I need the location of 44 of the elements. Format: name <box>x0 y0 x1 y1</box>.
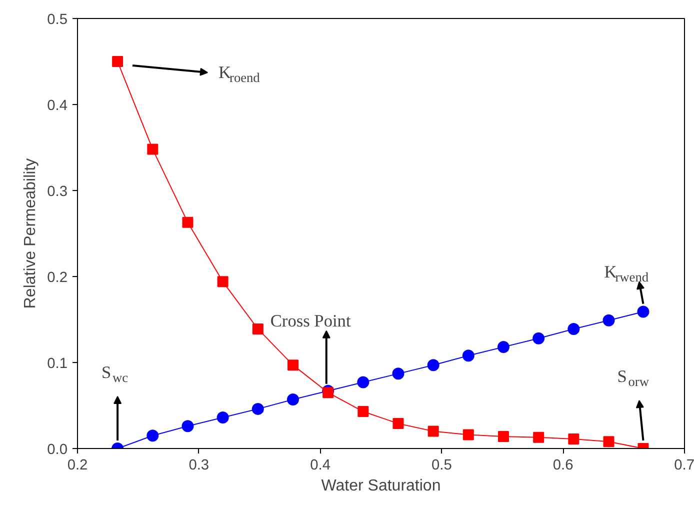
point <box>603 436 614 448</box>
point <box>146 430 159 442</box>
y-tick-label: 0.4 <box>47 98 68 114</box>
point <box>252 323 264 334</box>
point <box>217 276 228 288</box>
point <box>637 306 650 318</box>
point <box>147 144 158 155</box>
point <box>216 412 229 424</box>
point <box>532 332 545 344</box>
y-axis-title: Relative Permeability <box>22 158 40 309</box>
x-tick-label: 0.5 <box>432 458 452 474</box>
y-tick-label: 0.1 <box>47 356 68 372</box>
x-tick-label: 0.4 <box>310 458 330 474</box>
point <box>392 418 404 430</box>
point <box>428 426 439 437</box>
y-tick-label: 0.0 <box>47 442 68 458</box>
point <box>358 406 369 418</box>
point <box>286 393 299 406</box>
point <box>568 322 580 335</box>
point <box>462 429 474 440</box>
point <box>287 360 298 371</box>
point <box>392 368 404 380</box>
point <box>497 341 510 354</box>
point <box>462 350 474 362</box>
point <box>602 314 615 326</box>
x-tick-label: 0.6 <box>552 458 574 474</box>
x-tick-label: 0.7 <box>674 458 694 474</box>
point <box>112 56 124 67</box>
y-tick-label: 0.2 <box>47 270 68 286</box>
point <box>182 216 194 228</box>
point <box>182 420 194 432</box>
annotation: Cross Point <box>270 311 351 330</box>
y-tick-label: 0.3 <box>47 184 68 200</box>
point <box>568 434 580 445</box>
y-tick-label: 0.5 <box>47 12 68 28</box>
point <box>322 387 334 398</box>
point <box>252 402 264 415</box>
x-tick-label: 0.2 <box>67 458 88 474</box>
x-tick-label: 0.3 <box>188 458 210 474</box>
x-axis-title: Water Saturation <box>321 478 441 494</box>
point <box>357 376 370 388</box>
point <box>533 432 544 443</box>
point <box>498 430 509 442</box>
point <box>427 359 440 372</box>
